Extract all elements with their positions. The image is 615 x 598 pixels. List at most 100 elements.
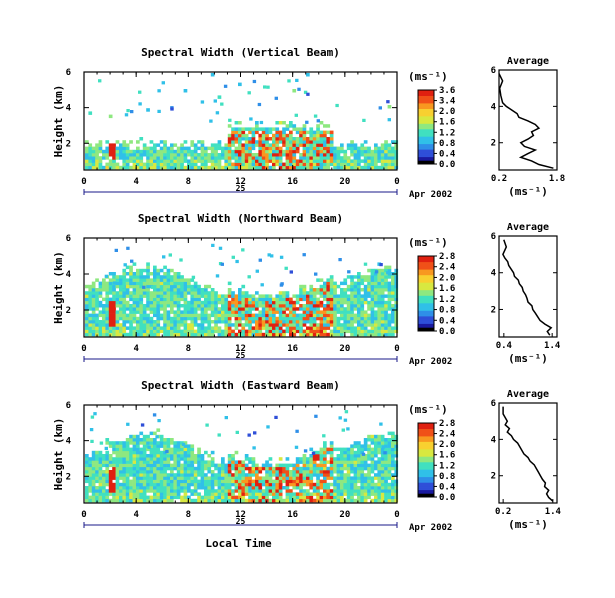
heatmap-cell — [183, 447, 188, 452]
heatmap-cell — [122, 297, 127, 302]
heatmap-cell — [312, 316, 317, 321]
heatmap-cell — [112, 313, 116, 318]
heatmap-cell — [241, 466, 246, 471]
heatmap-cell — [132, 300, 137, 305]
heatmap-cell — [391, 463, 395, 468]
heatmap-cell — [278, 307, 283, 311]
heatmap-cell — [102, 288, 106, 292]
heatmap-cell — [170, 447, 174, 452]
heatmap-cell — [306, 73, 310, 77]
heatmap-cell — [180, 486, 184, 490]
heatmap-cell — [346, 476, 351, 480]
heatmap-cell — [183, 479, 188, 484]
heatmap-cell — [115, 492, 120, 496]
heatmap-cell — [210, 495, 215, 500]
heatmap-cell — [377, 489, 382, 493]
heatmap-cell — [370, 165, 375, 170]
heatmap-cell — [299, 489, 303, 493]
heatmap-cell — [333, 498, 337, 503]
heatmap-cell — [244, 294, 249, 298]
heatmap-cell — [159, 434, 164, 439]
heatmap-cell — [363, 482, 368, 487]
heatmap-cell — [95, 466, 99, 471]
heatmap-cell — [156, 291, 161, 295]
heatmap-cell — [193, 320, 198, 324]
heatmap-cell — [217, 498, 222, 503]
heatmap-cell — [115, 441, 120, 445]
heatmap-cell — [193, 466, 198, 471]
heatmap-cell — [295, 460, 300, 464]
heatmap-cell — [139, 454, 144, 458]
heatmap-cell — [265, 320, 269, 324]
heatmap-cell — [350, 457, 354, 461]
heatmap-cell — [119, 300, 123, 305]
heatmap-cell — [221, 486, 225, 490]
heatmap-cell — [102, 326, 106, 330]
heatmap-cell — [98, 320, 103, 324]
heatmap-cell — [159, 441, 164, 445]
heatmap-cell — [346, 460, 351, 464]
heatmap-cell — [343, 288, 348, 292]
heatmap-cell — [129, 278, 133, 282]
colorbar-tick-label: 0.0 — [439, 327, 455, 337]
heatmap-cell — [122, 473, 127, 477]
heatmap-cell — [380, 281, 385, 286]
heatmap-cell — [391, 495, 395, 500]
heatmap-cell — [170, 153, 174, 157]
colorbar-segment — [418, 452, 434, 455]
heatmap-cell — [142, 466, 147, 471]
heatmap-cell — [227, 294, 232, 298]
heatmap-cell — [122, 482, 127, 487]
heatmap-cell — [183, 323, 188, 327]
heatmap-cell — [119, 466, 123, 471]
heatmap-cell — [394, 284, 399, 289]
heatmap-cell — [119, 460, 123, 464]
colorbar-segment — [418, 141, 434, 145]
heatmap-cell — [176, 149, 181, 154]
heatmap-cell — [302, 473, 307, 477]
heatmap-cell — [170, 275, 174, 279]
heatmap-cell — [207, 482, 212, 487]
heatmap-cell — [193, 323, 198, 327]
heatmap-cell — [295, 495, 300, 500]
heatmap-cell — [221, 460, 225, 464]
heatmap-cell — [210, 332, 215, 337]
heatmap-cell — [316, 323, 320, 327]
heatmap-cell — [306, 470, 310, 474]
heatmap-cell — [132, 479, 137, 484]
heatmap-cell — [139, 460, 144, 464]
heatmap-cell — [207, 476, 212, 480]
heatmap-cell — [285, 466, 290, 471]
colorbar-segment — [418, 160, 434, 163]
heatmap-cell — [261, 127, 266, 131]
heatmap-cell — [146, 281, 150, 286]
heatmap-cell — [329, 130, 334, 135]
heatmap-cell — [268, 476, 273, 480]
heatmap-cell — [238, 153, 242, 157]
heatmap-cell — [214, 323, 218, 327]
heatmap-cell — [360, 476, 365, 480]
heatmap-cell — [217, 320, 222, 324]
heatmap-cell — [176, 162, 181, 167]
heatmap-cell — [190, 313, 195, 318]
heatmap-cell — [99, 441, 104, 445]
heatmap-cell — [374, 323, 378, 327]
heatmap-cell — [122, 272, 127, 276]
colorbar-tick-label: 1.2 — [439, 461, 455, 471]
heatmap-cell — [224, 470, 229, 474]
heatmap-cell — [295, 165, 300, 170]
heatmap-cell — [105, 495, 110, 500]
heatmap-cell — [241, 284, 246, 289]
day-label: 25 — [236, 517, 246, 526]
heatmap-cell — [197, 300, 201, 305]
heatmap-cell — [241, 300, 246, 305]
heatmap-cell — [190, 294, 195, 298]
heatmap-cell — [261, 165, 266, 170]
heatmap-cell — [377, 307, 382, 311]
colorbar-segment — [418, 485, 434, 489]
heatmap-cell — [380, 454, 385, 458]
heatmap-cell — [251, 466, 256, 471]
heatmap-cell — [123, 263, 127, 267]
heatmap-cell — [125, 278, 130, 282]
heatmap-cell — [292, 479, 297, 484]
